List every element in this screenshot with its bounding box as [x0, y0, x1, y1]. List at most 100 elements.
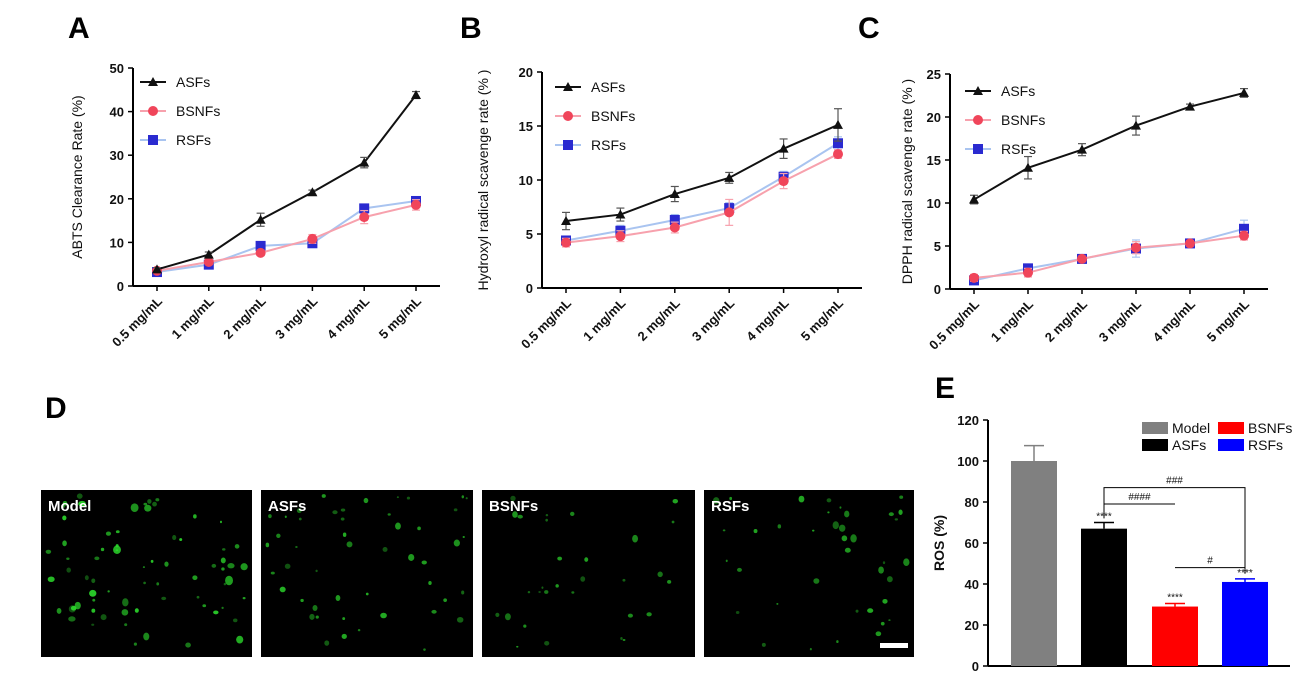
- legend-label: ASFs: [1001, 83, 1035, 99]
- fluorescent-cell: [312, 604, 318, 612]
- micrograph-label: RSFs: [711, 498, 749, 515]
- data-point-rsfs: [669, 214, 680, 225]
- fluorescent-cell: [202, 604, 207, 608]
- fluorescent-cell: [143, 502, 148, 506]
- fluorescent-cell: [844, 547, 851, 553]
- fluorescent-cell: [882, 561, 886, 565]
- fluorescent-cell: [100, 547, 105, 552]
- fluorescent-cell: [221, 567, 225, 571]
- fluorescent-cell: [270, 571, 275, 575]
- legend-entry-asfs: ASFs: [555, 79, 625, 95]
- bar-asfs: [1081, 528, 1127, 666]
- fluorescent-cell: [365, 592, 369, 596]
- y-tick-label: 20: [110, 192, 124, 207]
- fluorescent-cell: [431, 609, 437, 614]
- fluorescent-cell: [672, 499, 679, 504]
- data-point-bsnfs: [1185, 238, 1195, 249]
- fluorescent-cell: [213, 610, 219, 615]
- data-point-bsnfs: [203, 257, 214, 268]
- series-line-asfs: [156, 94, 417, 271]
- fluorescent-cell: [298, 517, 302, 521]
- fluorescent-cell: [342, 532, 347, 537]
- micrograph-background: [261, 490, 473, 657]
- fluorescent-cell: [233, 618, 238, 623]
- fluorescent-cell: [753, 528, 758, 534]
- fluorescent-cell: [124, 623, 128, 627]
- fluorescent-cell: [777, 524, 782, 529]
- fluorescent-cell: [667, 579, 672, 584]
- data-point-rsfs: [833, 138, 843, 149]
- fluorescent-cell: [133, 642, 137, 646]
- micrograph-asfs: ASFs: [261, 490, 473, 657]
- series-asfs: [152, 90, 421, 274]
- micrograph-bsnfs: BSNFs: [482, 490, 695, 657]
- series-line-bsnfs: [156, 203, 417, 272]
- x-tick-label: 5 mg/mL: [376, 293, 424, 341]
- fluorescent-cell: [152, 501, 157, 507]
- series-rsfs: [561, 136, 843, 246]
- data-point-asfs: [969, 194, 979, 204]
- fluorescent-cell: [130, 503, 139, 512]
- fluorescent-cell: [832, 521, 839, 530]
- fluorescent-cell: [725, 559, 728, 563]
- fluorescent-cell: [875, 631, 882, 637]
- significance-stars: ****: [1167, 592, 1183, 603]
- legend-swatch: [1218, 439, 1244, 451]
- series-line-bsnfs: [565, 153, 839, 244]
- fluorescent-cell: [406, 496, 411, 500]
- legend-entry-bsnfs: BSNFs: [140, 103, 220, 119]
- bracket-label: #: [1207, 556, 1213, 567]
- data-point-asfs: [669, 189, 680, 199]
- bracket-label: ####: [1128, 492, 1151, 503]
- legend-swatch: [1142, 422, 1168, 434]
- x-tick-label: 2 mg/mL: [635, 295, 683, 343]
- y-tick-label: 5: [526, 227, 533, 242]
- series-asfs: [969, 87, 1249, 205]
- data-point-asfs: [778, 143, 789, 153]
- fluorescent-cell: [428, 581, 432, 585]
- fluorescent-cell: [408, 553, 415, 561]
- fluorescent-cell: [516, 645, 519, 648]
- y-tick-label: 50: [110, 61, 124, 76]
- fluorescent-cell: [570, 511, 575, 516]
- legend-entry-bsnfs: BSNFs: [555, 108, 635, 124]
- fluorescent-cell: [888, 512, 894, 517]
- x-tick-label: 0.5 mg/mL: [518, 295, 574, 351]
- legend-marker: [563, 111, 573, 121]
- data-point-bsnfs: [255, 247, 266, 258]
- panel-letter-d: D: [45, 392, 67, 425]
- fluorescent-cell: [94, 556, 100, 561]
- fluorescent-cell: [172, 534, 177, 541]
- legend-label: BSNFs: [1248, 420, 1292, 436]
- fluorescent-cell: [47, 576, 55, 583]
- fluorescent-cell: [196, 595, 200, 599]
- fluorescent-cell: [555, 584, 559, 588]
- fluorescent-cell: [380, 612, 387, 619]
- micrograph-label: Model: [48, 498, 91, 515]
- legend-marker: [973, 115, 983, 125]
- data-point-asfs: [724, 172, 735, 182]
- fluorescent-cell: [722, 529, 726, 532]
- fluorescent-cell: [155, 498, 160, 502]
- legend-entry-asfs: ASFs: [140, 74, 210, 90]
- series-line-asfs: [973, 91, 1245, 201]
- fluorescent-cell: [453, 508, 458, 512]
- y-axis-title: Hydroxyl radical scavenge rate (% ): [475, 70, 491, 291]
- data-point-bsnfs: [307, 233, 318, 244]
- x-tick-label: 0.5 mg/mL: [109, 293, 165, 349]
- fluorescent-cell: [45, 549, 52, 554]
- legend-entry-rsfs: RSFs: [965, 141, 1036, 157]
- panel-letter-a: A: [68, 12, 90, 45]
- fluorescent-cell: [838, 524, 846, 532]
- legend-label: BSNFs: [176, 103, 220, 119]
- data-point-bsnfs: [724, 207, 735, 218]
- fluorescent-cell: [545, 518, 548, 522]
- legend-entry-asfs: ASFs: [965, 83, 1035, 99]
- legend-entry-model: Model: [1142, 420, 1210, 436]
- fluorescent-cell: [225, 575, 234, 586]
- fluorescent-cell: [839, 506, 842, 509]
- legend-label: BSNFs: [1001, 112, 1045, 128]
- fluorescent-cell: [888, 619, 891, 622]
- fluorescent-cell: [809, 647, 812, 651]
